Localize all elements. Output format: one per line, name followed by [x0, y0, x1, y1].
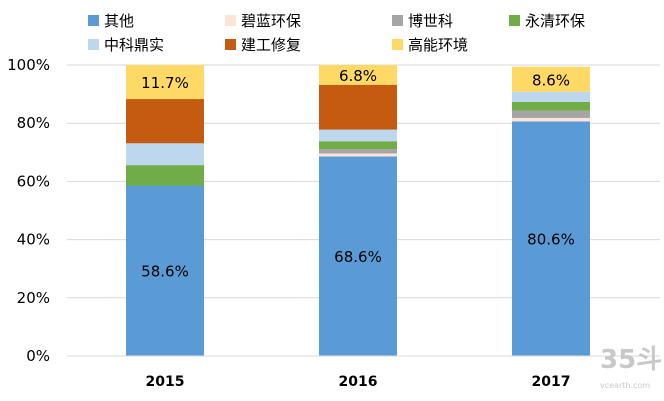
bar-segment — [126, 65, 204, 100]
watermark-number: 35斗 — [600, 345, 662, 375]
bar-segment — [512, 91, 590, 102]
data-label: 68.6% — [334, 248, 382, 266]
data-label: 11.7% — [141, 74, 189, 92]
legend-swatch — [392, 15, 403, 26]
legend-swatch — [225, 39, 236, 50]
legend-swatch — [88, 39, 99, 50]
data-labels: 58.6% 68.6% 80.6% 11.7% 6.8% 8.6% — [141, 67, 575, 281]
bar-segment — [126, 165, 204, 186]
legend-label: 高能环境 — [408, 36, 468, 54]
x-category-label: 2015 — [146, 374, 185, 390]
legend-swatch — [225, 15, 236, 26]
y-tick-label: 20% — [17, 289, 50, 307]
bar-segment — [319, 149, 397, 154]
bar-segment — [319, 84, 397, 130]
legend-label: 其他 — [104, 12, 134, 30]
bar-segment — [126, 185, 204, 356]
legend-label: 中科鼎实 — [104, 36, 164, 54]
bar-segment — [319, 153, 397, 157]
bar-segment — [319, 156, 397, 356]
bar-segment — [512, 110, 590, 118]
data-label: 6.8% — [339, 67, 377, 85]
legend-swatch — [509, 15, 520, 26]
y-tick-label: 80% — [17, 114, 50, 132]
watermark-logo: 35斗 vcearth.com — [600, 345, 662, 390]
bar-segment — [319, 141, 397, 150]
y-axis-tick-labels: 0% 20% 40% 60% 80% 100% — [7, 56, 50, 365]
legend-swatch — [392, 39, 403, 50]
y-tick-label: 0% — [26, 347, 50, 365]
y-tick-label: 100% — [7, 56, 50, 74]
legend-label: 建工修复 — [241, 36, 301, 54]
bar-segment — [126, 143, 204, 166]
bar-segment — [319, 129, 397, 142]
bar-segment — [512, 121, 590, 356]
bar-segment — [319, 65, 397, 85]
data-label: 80.6% — [527, 231, 575, 249]
x-category-label: 2016 — [339, 374, 378, 390]
watermark-site: vcearth.com — [600, 381, 650, 390]
data-label: 58.6% — [141, 263, 189, 281]
x-axis-category-labels: 2015 2016 2017 — [146, 374, 571, 390]
legend-swatch — [88, 15, 99, 26]
legend-label: 博世科 — [408, 12, 453, 30]
y-tick-label: 40% — [17, 231, 50, 249]
bar-segment — [512, 66, 590, 92]
bar-segment — [126, 99, 204, 144]
bar-segment — [512, 117, 590, 122]
bar-segment — [512, 101, 590, 111]
y-tick-label: 60% — [17, 172, 50, 190]
legend-label: 永清环保 — [525, 12, 585, 30]
data-label: 8.6% — [532, 71, 570, 89]
legend-label: 碧蓝环保 — [241, 12, 301, 30]
bars — [126, 65, 590, 356]
x-category-label: 2017 — [532, 374, 571, 390]
